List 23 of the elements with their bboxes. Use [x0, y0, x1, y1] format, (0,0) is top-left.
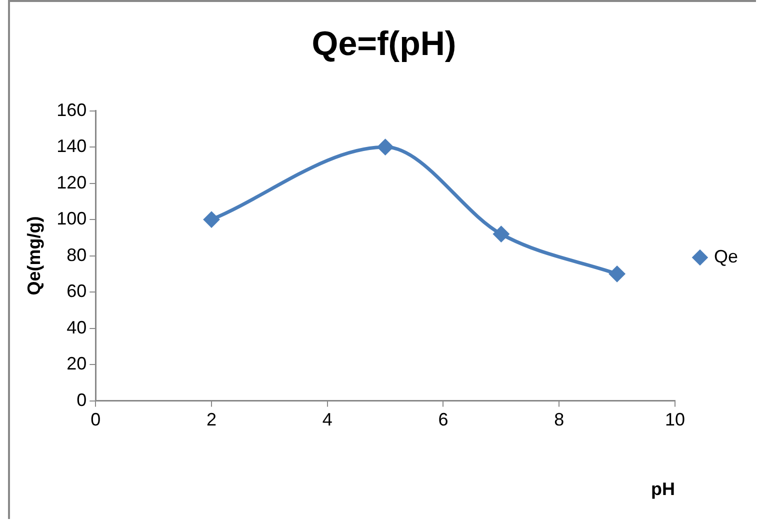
y-tick-label: 0 [76, 390, 87, 410]
x-tick-label: 0 [90, 410, 101, 430]
point [609, 266, 625, 282]
x-tick-label: 4 [322, 410, 332, 430]
y-tick-label: 80 [66, 244, 87, 265]
legend-label: Qe [714, 246, 738, 266]
point [378, 139, 394, 155]
x-tick-label: 6 [438, 410, 448, 430]
point [204, 212, 220, 228]
y-tick-label: 120 [56, 172, 87, 192]
y-tick-label: 100 [56, 208, 87, 229]
point [493, 226, 509, 242]
x-tick-label: 10 [664, 410, 686, 430]
x-tick-label: 8 [554, 410, 564, 430]
chart-title: Qe=f(pH) [312, 24, 456, 63]
y-tick-label: 60 [66, 281, 87, 302]
y-tick-label: 40 [66, 317, 87, 338]
y-axis-title: Qe(mg/g) [24, 216, 44, 296]
y-tick-label: 160 [56, 100, 87, 120]
x-tick-label: 2 [206, 410, 217, 430]
y-tick-label: 20 [66, 354, 87, 374]
y-tick-label: 140 [56, 136, 87, 156]
x-axis-title: pH [650, 479, 675, 500]
